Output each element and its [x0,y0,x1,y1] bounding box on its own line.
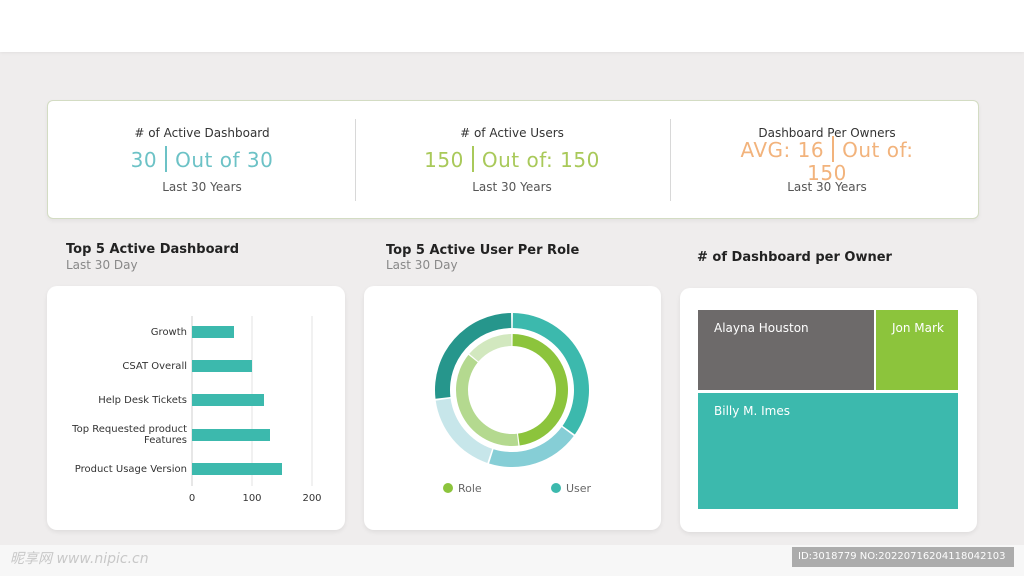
x-tick-label: 0 [188,493,196,504]
treemap-tile: Jon Mark [876,310,958,390]
kpi-period: Last 30 Years [787,180,867,194]
treemap-tile: Billy M. Imes [698,393,958,509]
bar [192,394,264,406]
legend-item-user: User [551,482,591,495]
kpi-period: Last 30 Years [162,180,242,194]
kpi-value: AVG: 16 Out of: 150 [673,136,981,184]
bar-category-label: Growth [150,327,187,338]
kpi-value-number: 30 [130,148,158,172]
bar-chart-subtitle: Last 30 Day [66,258,138,272]
donut-chart [435,313,589,467]
bar-chart-card: Growth CSAT Overall Help Desk Tickets To… [47,286,345,530]
bar [192,360,252,372]
kpi-value: 30 Out of 30 [48,146,356,172]
donut-slice [489,427,574,467]
kpi-value-total: 150 [807,161,847,185]
treemap-title: # of Dashboard per Owner [697,250,892,265]
bar-chart [191,316,313,486]
legend-label: Role [458,482,482,495]
kpi-value-total: Out of 30 [175,148,274,172]
donut-slice [469,334,512,362]
donut-slice [435,398,493,463]
bar-chart-title: Top 5 Active Dashboard [66,242,240,257]
donut-slice [512,334,568,446]
kpi-dashboard-per-owner: Dashboard Per Owners AVG: 16 Out of: 150 … [673,101,981,218]
bar-category-label: Product Usage Version [74,464,187,475]
bar [192,463,282,475]
donut-chart-title: Top 5 Active User Per Role [386,243,580,258]
donut-chart-card: Role User [364,286,661,530]
treemap-tile-label: Jon Mark [892,321,944,335]
watermark-left: 昵享网 www.nipic.cn [10,551,149,567]
kpi-label: Dashboard Per Owners [758,126,896,140]
bar-category-label: Help Desk Tickets [98,395,187,406]
legend-label: User [566,482,592,495]
bar [192,429,270,441]
kpi-value: 150 Out of: 150 [358,146,666,172]
legend-item-role: Role [443,482,482,495]
donut-slice [456,354,519,446]
kpi-active-dashboard: # of Active Dashboard 30 Out of 30 Last 3… [48,101,356,218]
bar-category-label: Top Requested product Features [72,424,187,446]
donut-slice [512,313,589,435]
legend-dot [443,483,453,493]
kpi-active-users: # of Active Users 150 Out of: 150 Last 30… [358,101,666,218]
top-header-bar [0,0,1024,52]
treemap-tile-label: Alayna Houston [714,321,809,335]
kpi-separator [471,146,474,172]
treemap-tile: Alayna Houston [698,310,874,390]
kpi-divider [670,119,671,201]
treemap-tile-label: Billy M. Imes [714,404,790,418]
x-tick-label: 200 [302,493,322,504]
legend-dot [551,483,561,493]
x-tick-label: 100 [242,493,262,504]
bar-category-label: CSAT Overall [122,361,187,372]
bar [192,326,234,338]
kpi-label: # of Active Users [460,126,564,140]
kpi-value-avg: AVG: 16 [740,138,825,162]
watermark-id: ID:3018779 NO:20220716204118042103 [792,547,1014,567]
kpi-value-total: Out of: 150 [481,148,600,172]
donut-slice [435,313,512,399]
kpi-period: Last 30 Years [472,180,552,194]
kpi-value-outof: Out of: [842,138,914,162]
donut-chart-subtitle: Last 30 Day [386,258,458,272]
kpi-separator [165,146,168,172]
kpi-separator [832,136,835,162]
kpi-label: # of Active Dashboard [134,126,270,140]
treemap-card: Alayna Houston Jon Mark Billy M. Imes [680,288,977,532]
kpi-value-number: 150 [424,148,464,172]
kpi-divider [355,119,356,201]
kpi-summary-panel: # of Active Dashboard 30 Out of 30 Last 3… [47,100,979,219]
